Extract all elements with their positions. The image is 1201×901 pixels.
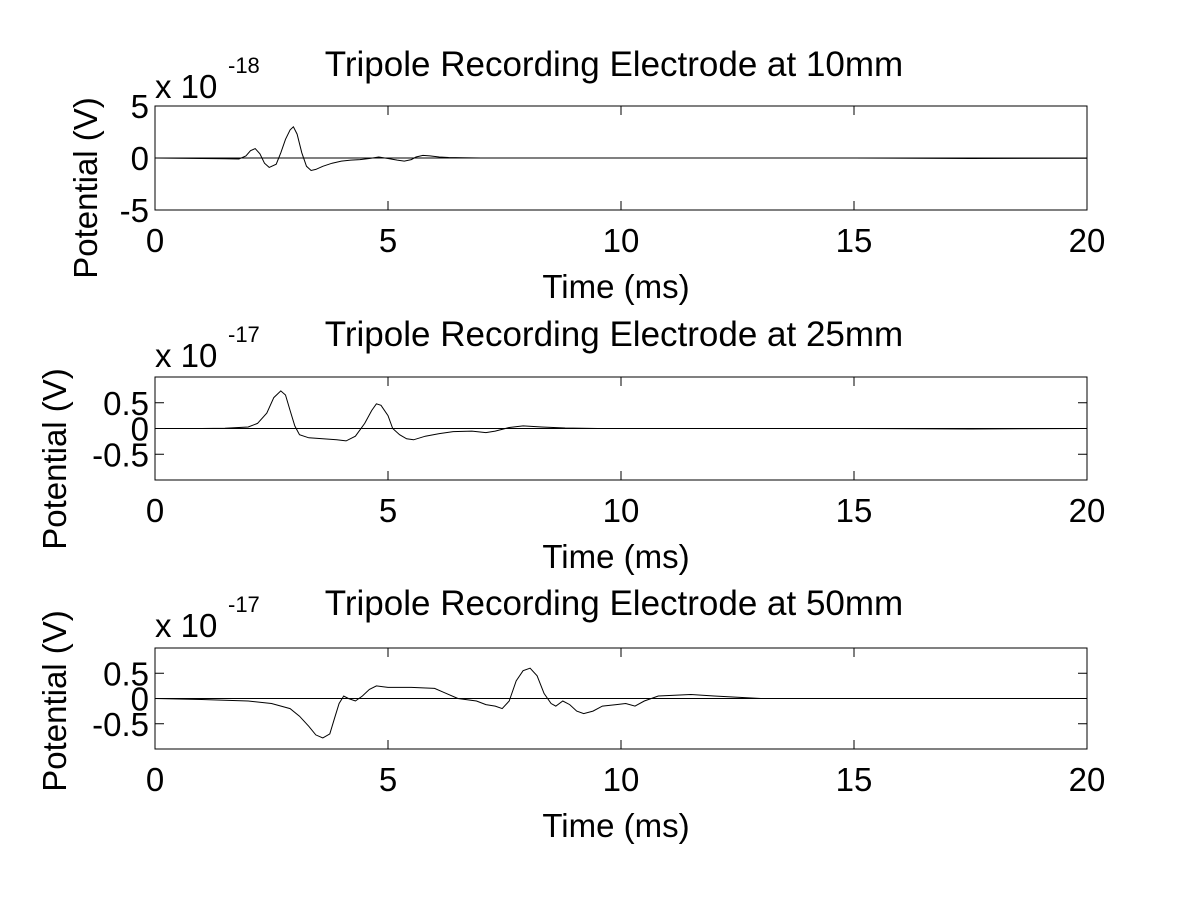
y-axis-2: 0.50-0.5	[92, 385, 1087, 473]
exponent-prefix-3: x 10	[155, 607, 217, 644]
x-axis-2: 0 5 10 15 20	[146, 377, 1106, 529]
chart-title-3: Tripole Recording Electrode at 50mm	[325, 584, 903, 623]
y-tick-label: 0	[131, 681, 149, 718]
y-tick-label: 0.5	[103, 385, 149, 422]
x-tick-label: 10	[603, 222, 640, 259]
x-tick-label: 10	[603, 761, 640, 798]
subplot-1: 0 5 10 15 20 50-5 Tripole Recording Electrod…	[67, 45, 1105, 305]
exponent-power-1: -18	[228, 53, 260, 78]
x-tick-label: 15	[836, 492, 873, 529]
x-tick-label: 15	[836, 222, 873, 259]
x-tick-label: 20	[1069, 492, 1106, 529]
x-tick-label: 0	[146, 222, 164, 259]
x-tick-label: 5	[379, 492, 397, 529]
chart-title-2: Tripole Recording Electrode at 25mm	[325, 315, 903, 354]
chart-title-1: Tripole Recording Electrode at 10mm	[325, 45, 903, 84]
x-axis-label-2: Time (ms)	[542, 538, 689, 575]
x-axis-3: 0 5 10 15 20	[146, 648, 1106, 798]
exponent-power-2: -17	[228, 322, 260, 347]
x-tick-label: 5	[379, 761, 397, 798]
x-axis-label-3: Time (ms)	[542, 807, 689, 844]
y-tick-label: 0.5	[103, 655, 149, 692]
x-axis-1: 0 5 10 15 20	[146, 106, 1106, 259]
x-tick-label: 15	[836, 761, 873, 798]
x-tick-label: 20	[1069, 222, 1106, 259]
y-axis-label-2: Potential (V)	[36, 368, 73, 550]
x-tick-label: 5	[379, 222, 397, 259]
y-tick-label: 5	[131, 88, 149, 125]
series-line-2	[155, 390, 1088, 442]
exponent-prefix-1: x 10	[155, 68, 217, 105]
subplot-2: 0 5 10 15 20 0.50-0.5 Tripole Recording Elec…	[36, 315, 1105, 575]
x-tick-label: 20	[1069, 761, 1106, 798]
y-tick-label: -0.5	[92, 436, 149, 473]
series-line-3	[154, 667, 1087, 739]
y-axis-label-1: Potential (V)	[67, 97, 104, 279]
exponent-power-3: -17	[228, 592, 260, 617]
y-axis-1: 5 0 -5	[120, 88, 1087, 229]
y-axis-label-3: Potential (V)	[36, 610, 73, 792]
y-tick-label: -5	[120, 192, 149, 229]
x-tick-label: 0	[146, 761, 164, 798]
y-tick-label: 0	[131, 411, 149, 448]
x-tick-label: 0	[146, 492, 164, 529]
x-tick-label: 10	[603, 492, 640, 529]
y-tick-label: 0	[131, 140, 149, 177]
series-line-1	[154, 125, 1088, 172]
y-axis-3: 0.50-0.5	[92, 655, 1087, 743]
exponent-prefix-2: x 10	[155, 337, 217, 374]
x-axis-label-1: Time (ms)	[542, 268, 689, 305]
subplot-3: 0 5 10 15 20 0.50-0.5 Tripole Recording Elec…	[36, 584, 1105, 844]
y-tick-label: -0.5	[92, 706, 149, 743]
